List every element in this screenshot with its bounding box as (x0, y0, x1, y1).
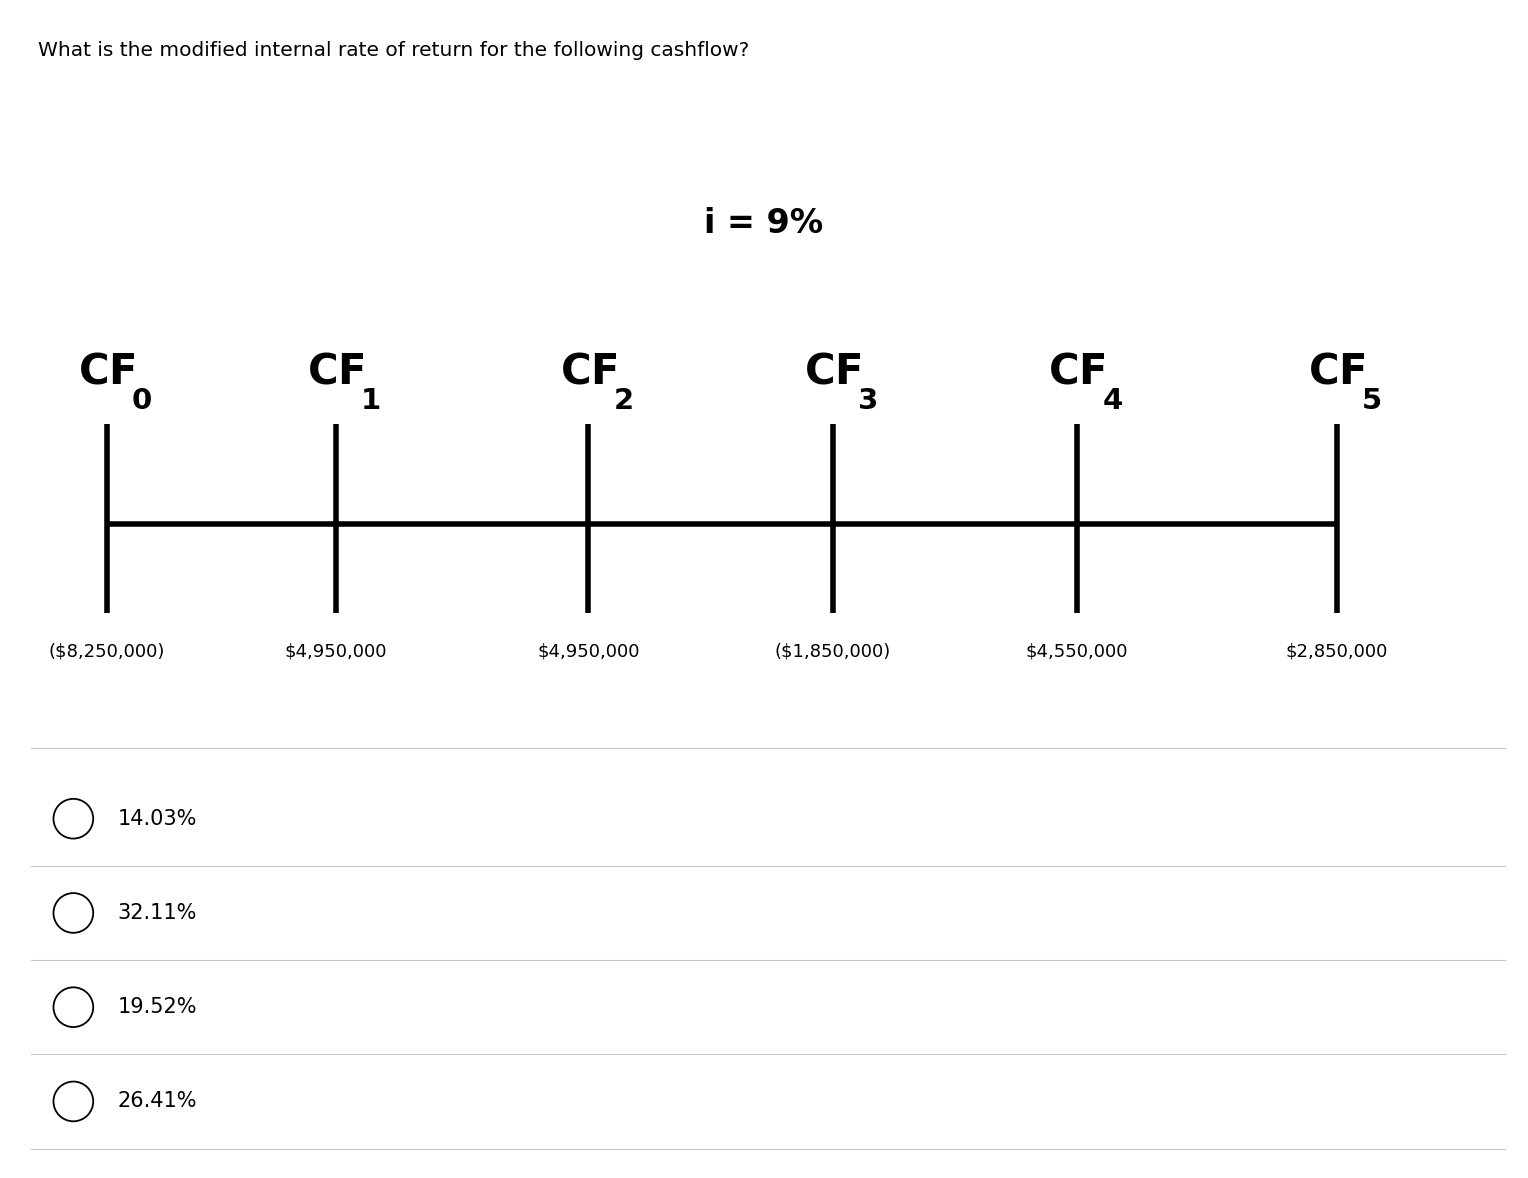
Text: $\mathbf{CF}$: $\mathbf{CF}$ (559, 350, 617, 392)
Text: 32.11%: 32.11% (118, 904, 197, 922)
Text: 0: 0 (131, 386, 153, 415)
Text: ($1,850,000): ($1,850,000) (775, 642, 891, 660)
Text: $\mathbf{CF}$: $\mathbf{CF}$ (1048, 350, 1106, 392)
Text: What is the modified internal rate of return for the following cashflow?: What is the modified internal rate of re… (38, 41, 749, 60)
Text: 14.03%: 14.03% (118, 809, 197, 828)
Text: 1: 1 (361, 386, 382, 415)
Text: ($8,250,000): ($8,250,000) (49, 642, 165, 660)
Text: $\mathbf{CF}$: $\mathbf{CF}$ (307, 350, 365, 392)
Text: 26.41%: 26.41% (118, 1092, 197, 1111)
Text: 19.52%: 19.52% (118, 998, 197, 1017)
Text: $4,550,000: $4,550,000 (1025, 642, 1129, 660)
Text: $\mathbf{CF}$: $\mathbf{CF}$ (78, 350, 136, 392)
Text: $\mathbf{CF}$: $\mathbf{CF}$ (804, 350, 862, 392)
Text: 4: 4 (1102, 386, 1123, 415)
Text: 2: 2 (613, 386, 634, 415)
Text: $\mathbf{CF}$: $\mathbf{CF}$ (1308, 350, 1366, 392)
Text: i = 9%: i = 9% (704, 207, 824, 240)
Text: 5: 5 (1361, 386, 1383, 415)
Text: $4,950,000: $4,950,000 (536, 642, 640, 660)
Text: $4,950,000: $4,950,000 (284, 642, 388, 660)
Text: $2,850,000: $2,850,000 (1287, 642, 1387, 660)
Text: 3: 3 (857, 386, 879, 415)
